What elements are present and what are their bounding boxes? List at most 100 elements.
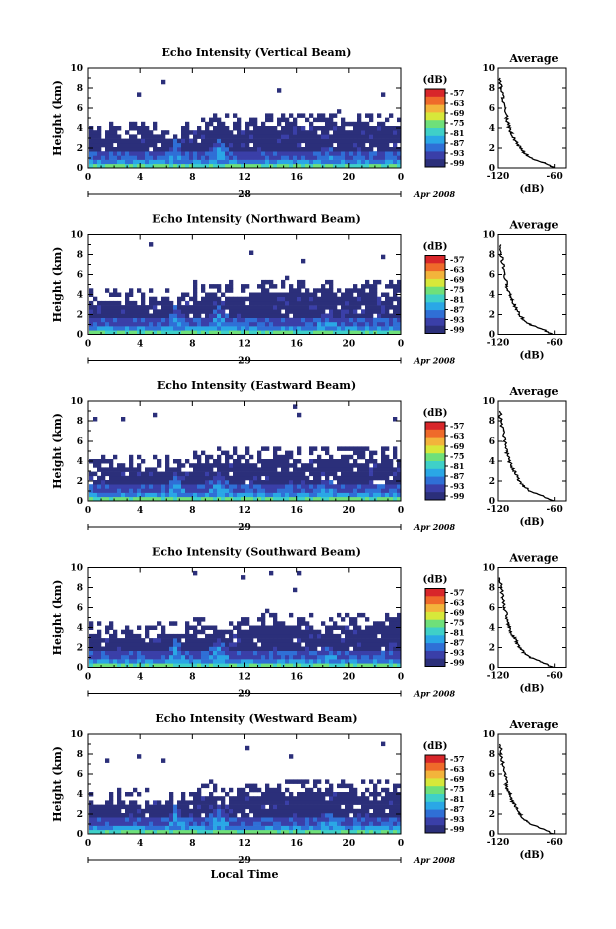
heatmap-cell [197,804,202,810]
heatmap-cell [389,650,394,656]
heatmap-cell [285,829,290,835]
heatmap-cell [245,134,250,139]
heatmap-cell [361,151,366,156]
heatmap-cell [237,480,242,485]
heatmap-cell [337,159,342,165]
heatmap-cell [93,663,98,668]
heatmap-cell [377,825,382,831]
heatmap-cell [193,625,198,630]
heatmap-cell [153,663,158,668]
heatmap-cell [321,808,326,814]
heatmap-cell [89,808,94,814]
heatmap-cell [337,296,342,302]
heatmap-cell [345,633,350,639]
heatmap-cell [349,147,354,152]
colorbar-swatch [425,643,445,652]
heatmap-cell [141,817,146,822]
heatmap-cell [373,659,378,664]
heatmap-cell [237,638,242,643]
heatmap-cell [181,633,186,639]
heatmap-cell [169,800,174,805]
heatmap-cell [245,621,250,626]
heatmap-cell [177,138,182,144]
heatmap-cell [301,654,306,660]
heatmap-cell [365,650,370,656]
heatmap-cell [193,134,198,139]
heatmap-cell [277,138,282,144]
heatmap-cell [221,800,226,805]
heatmap-cell [117,138,122,144]
heatmap-cell [141,300,146,306]
heatmap-cell [245,821,250,826]
heatmap-cell [349,471,354,477]
heatmap-cell [325,288,330,293]
heatmap-cell [125,480,130,485]
heatmap-cell [333,484,338,489]
heatmap-cell [173,163,178,169]
heatmap-cell [397,829,402,835]
heatmap-cell [149,804,154,810]
heatmap-cell [249,463,254,468]
heatmap-cell [157,475,162,481]
heatmap-cell [313,151,318,156]
heatmap-cell [393,654,398,660]
heatmap-cell [289,321,294,327]
heatmap-cell [149,638,154,643]
heatmap-cell [309,484,314,489]
heatmap-cell [209,284,214,289]
heatmap-cell [245,659,250,664]
heatmap-cell [301,159,306,165]
heatmap-cell [153,654,158,660]
heatmap-cell [285,813,290,818]
heatmap-cell [273,467,278,472]
heatmap-cell [237,117,242,123]
heatmap-cell [245,633,250,639]
heatmap-cell [201,155,206,160]
heatmap-cell [105,654,110,660]
heatmap-cell [337,288,342,293]
heatmap-cell [337,817,342,822]
heatmap-cell [125,313,130,318]
heatmap-cell [361,138,366,144]
heatmap-cell [169,642,174,647]
heatmap-cell [241,817,246,822]
heatmap-cell [369,779,374,784]
heatmap-cell [357,300,362,306]
heatmap-cell [385,475,390,481]
heatmap-cell [313,829,318,835]
heatmap-cell [333,633,338,639]
heatmap-cell [321,459,326,464]
heatmap-cell [213,654,218,660]
heatmap-cell [373,126,378,131]
heatmap-cell [261,317,266,323]
heatmap-cell [89,326,94,331]
heatmap-cell [297,488,302,493]
heatmap-cell [117,463,122,468]
heatmap-cell [265,829,270,835]
heatmap-cell [289,300,294,306]
heatmap-cell [329,279,334,285]
heatmap-cell [105,130,110,135]
heatmap-cell [393,625,398,630]
heatmap-cell [313,321,318,327]
heatmap-cell [133,475,138,481]
heatmap-cell [381,621,386,626]
heatmap-cell [249,309,254,314]
heatmap-cell [137,138,142,144]
heatmap-cell [209,625,214,630]
colorbar-tick-label: -99 [450,325,465,335]
heatmap-cell [209,633,214,639]
heatmap-cell [189,825,194,831]
heatmap-cell [277,326,282,331]
heatmap-cell [241,787,246,793]
chart-title: Echo Intensity (Southward Beam) [152,546,361,559]
heatmap-cell [117,488,122,493]
heatmap-cell [185,309,190,314]
heatmap-cell [221,646,226,651]
heatmap-cell [145,642,150,647]
heatmap-cell [349,484,354,489]
heatmap-cell [345,629,350,635]
heatmap-cell [161,309,166,314]
heatmap-cell [229,159,234,165]
heatmap-cell [329,305,334,310]
